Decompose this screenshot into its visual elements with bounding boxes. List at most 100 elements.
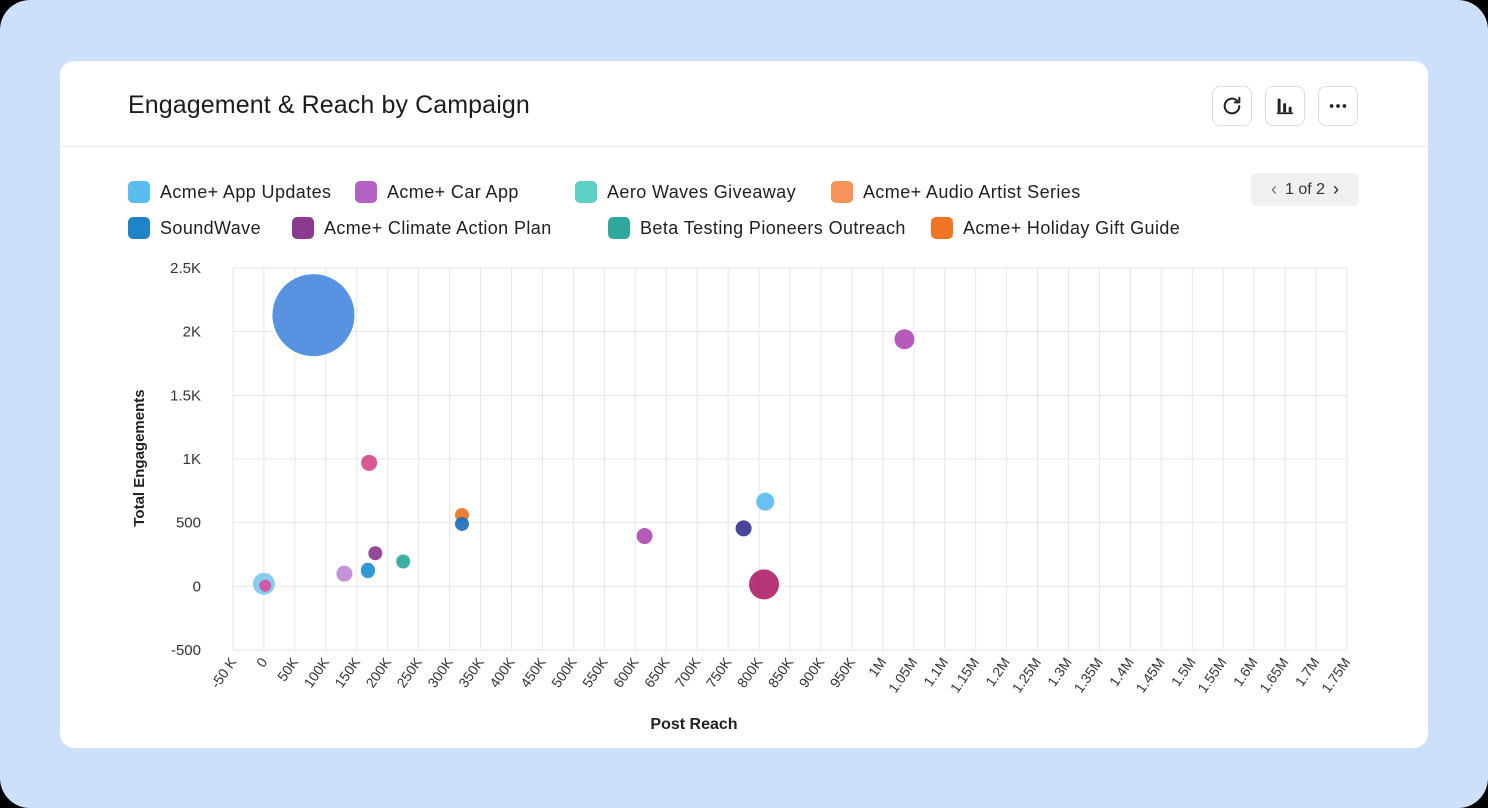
x-tick-label: 250K <box>393 654 425 691</box>
x-tick-label: 300K <box>424 654 456 691</box>
legend-label: Beta Testing Pioneers Outreach <box>640 217 906 238</box>
more-horizontal-icon <box>1329 104 1347 108</box>
chevron-right-icon[interactable]: › <box>1333 179 1340 199</box>
chart-type-button[interactable] <box>1265 86 1305 126</box>
legend-label: SoundWave <box>160 217 261 238</box>
pager-text: 1 of 2 <box>1284 180 1326 198</box>
x-tick-label: 1.55M <box>1194 655 1229 696</box>
x-tick-label: 800K <box>734 654 766 691</box>
chevron-left-icon[interactable]: ‹ <box>1270 179 1277 199</box>
legend-item[interactable]: Acme+ Holiday Gift Guide <box>931 216 1180 240</box>
y-tick-label: 0 <box>193 578 201 595</box>
data-point[interactable] <box>360 564 375 579</box>
legend-swatch <box>355 181 377 203</box>
legend-label: Acme+ Holiday Gift Guide <box>963 217 1181 238</box>
data-point[interactable] <box>361 454 378 471</box>
x-tick-label: 950K <box>826 654 858 691</box>
legend-swatch <box>128 217 150 239</box>
data-point[interactable] <box>756 492 775 511</box>
x-tick-label: 400K <box>486 654 518 691</box>
data-point[interactable] <box>259 579 272 592</box>
x-tick-label: 1.4M <box>1106 655 1137 690</box>
grid-layer <box>232 267 1348 651</box>
data-point[interactable] <box>272 274 355 357</box>
x-tick-label: 900K <box>796 654 828 691</box>
legend-swatch <box>575 181 597 203</box>
y-tick-label: 500 <box>176 515 201 532</box>
x-tick-label: 0 <box>253 654 271 670</box>
legend-item[interactable]: Acme+ Audio Artist Series <box>831 180 1081 204</box>
legend-label: Aero Waves Giveaway <box>607 181 796 202</box>
x-tick-label: 1.65M <box>1256 655 1291 696</box>
point-layer <box>252 274 915 600</box>
x-tick-label: 1M <box>865 655 889 680</box>
legend-item[interactable]: SoundWave <box>128 216 261 240</box>
legend-label: Acme+ Climate Action Plan <box>324 217 552 238</box>
data-point[interactable] <box>396 554 411 569</box>
refresh-button[interactable] <box>1212 86 1252 126</box>
legend-label: Acme+ Car App <box>387 181 519 202</box>
x-tick-label: 1.1M <box>920 655 951 690</box>
more-options-button[interactable] <box>1318 86 1358 126</box>
x-tick-label: 1.2M <box>982 655 1013 690</box>
bar-chart-icon <box>1276 98 1294 115</box>
x-tick-label: 700K <box>672 654 704 691</box>
x-tick-label: 1.3M <box>1044 655 1075 690</box>
x-tick-label: 150K <box>331 654 363 691</box>
card-header: Engagement & Reach by Campaign <box>60 61 1428 147</box>
x-tick-label: 200K <box>362 654 394 691</box>
data-point[interactable] <box>454 516 469 531</box>
legend-item[interactable]: Acme+ Car App <box>355 180 519 204</box>
data-point[interactable] <box>336 565 353 582</box>
x-tick-label: 1.35M <box>1070 655 1105 696</box>
y-tick-label: 1.5K <box>170 387 201 404</box>
legend-swatch <box>608 217 630 239</box>
data-point[interactable] <box>735 520 752 537</box>
legend-swatch <box>831 181 853 203</box>
x-tick-label: 1.5M <box>1168 655 1199 690</box>
legend-item[interactable]: Acme+ App Updates <box>128 180 331 204</box>
data-point[interactable] <box>894 329 915 350</box>
x-tick-label: 500K <box>548 654 580 691</box>
data-point[interactable] <box>749 569 780 600</box>
legend-swatch <box>128 181 150 203</box>
chart-title: Engagement & Reach by Campaign <box>128 91 530 119</box>
data-point[interactable] <box>636 528 653 545</box>
x-tick-label: 1.25M <box>1009 655 1044 696</box>
y-tick-label: 1K <box>183 451 201 468</box>
refresh-icon <box>1223 96 1241 115</box>
y-tick-label: 2.5K <box>170 260 201 277</box>
x-tick-label: 100K <box>300 654 332 691</box>
data-point[interactable] <box>368 546 383 561</box>
x-tick-label: 1.15M <box>947 655 982 696</box>
y-tick-label: -500 <box>171 642 201 659</box>
x-tick-label: -50 K <box>207 654 240 691</box>
x-tick-label: 1.7M <box>1292 655 1323 690</box>
y-axis-title: Total Engagements <box>131 389 148 526</box>
x-tick-label: 550K <box>579 654 611 691</box>
x-tick-label: 1.05M <box>885 655 920 696</box>
x-tick-label: 650K <box>641 654 673 691</box>
x-tick-label: 350K <box>455 654 487 691</box>
x-tick-label: 450K <box>517 654 549 691</box>
legend-swatch <box>931 217 953 239</box>
x-axis-title: Post Reach <box>650 716 737 733</box>
scatter-chart: -50 K 0 50K 100K 150K 200K 250K 300K 350K 400K 450… <box>131 260 1353 733</box>
x-tick-label: 600K <box>610 654 642 691</box>
legend-label: Acme+ App Updates <box>160 181 332 202</box>
y-tick-label: 2K <box>183 324 201 341</box>
x-tick-label: 1.75M <box>1318 655 1353 696</box>
legend-item[interactable]: Aero Waves Giveaway <box>575 180 796 204</box>
legend-item[interactable]: Acme+ Climate Action Plan <box>292 216 552 240</box>
x-tick-label: 1.45M <box>1132 655 1167 696</box>
legend-pager: ‹ 1 of 2 › <box>1251 173 1359 206</box>
x-tick-label: 750K <box>703 654 735 691</box>
legend-label: Acme+ Audio Artist Series <box>863 181 1081 202</box>
x-tick-label: 850K <box>765 654 797 691</box>
legend-item[interactable]: Beta Testing Pioneers Outreach <box>608 216 906 240</box>
x-tick-label: 1.6M <box>1230 655 1261 690</box>
x-tick-label: 50K <box>274 654 302 684</box>
chart-card: Engagement & Reach by Campaign <box>60 61 1428 748</box>
legend-swatch <box>292 217 314 239</box>
